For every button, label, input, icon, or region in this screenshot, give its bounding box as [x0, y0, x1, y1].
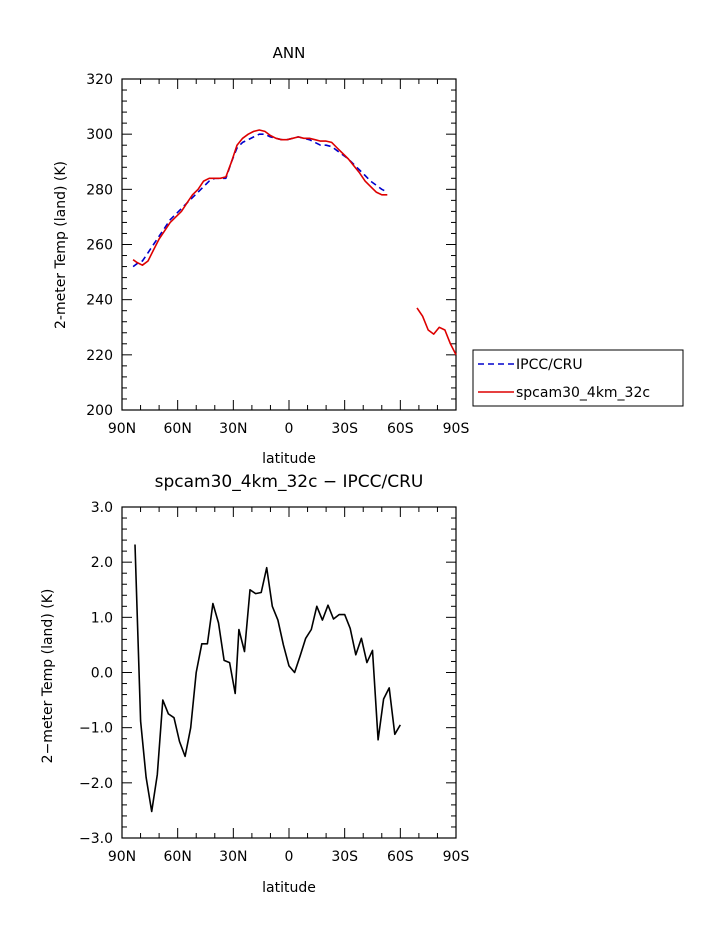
x-tick-label: 90S — [443, 849, 470, 865]
y-tick-label: 2.0 — [91, 555, 113, 571]
x-tick-label: 30N — [219, 421, 247, 437]
bottom-x-axis-label: latitude — [262, 880, 316, 896]
bottom-axis-ticks: 90N 60N 30N 0 30S 60S 90S −3.0 −2.0 −1.0 0.0 1.0 2.0… — [79, 500, 469, 865]
x-tick-label: 90S — [443, 421, 470, 437]
y-tick-label: 280 — [86, 182, 113, 198]
top-series-lines — [132, 129, 457, 356]
top-chart-title: ANN — [273, 44, 306, 62]
y-tick-label: 260 — [86, 238, 113, 254]
x-tick-label: 90N — [108, 421, 136, 437]
x-tick-label: 60S — [387, 421, 414, 437]
bottom-y-axis-label: 2−meter Temp (land) (K) — [40, 589, 56, 764]
series-line-spcam30-4km-32c — [132, 129, 388, 267]
series-line-spcam30-4km-32c — [416, 307, 457, 356]
y-tick-label: −1.0 — [79, 721, 113, 737]
x-tick-label: 60S — [387, 849, 414, 865]
y-tick-label: −3.0 — [79, 831, 113, 847]
top-y-axis-label: 2-meter Temp (land) (K) — [53, 161, 69, 329]
top-x-axis-label: latitude — [262, 451, 316, 467]
x-tick-label: 60N — [164, 421, 192, 437]
y-tick-label: 3.0 — [91, 500, 113, 516]
bottom-panel: spcam30_4km_32c − IPCC/CRU 2−meter Temp … — [40, 472, 469, 896]
y-tick-label: 0.0 — [91, 666, 113, 682]
x-tick-label: 0 — [285, 849, 294, 865]
legend: IPCC/CRU spcam30_4km_32c — [472, 349, 684, 407]
y-tick-label: 220 — [86, 348, 113, 364]
y-tick-label: 200 — [86, 403, 113, 419]
bottom-chart-title: spcam30_4km_32c − IPCC/CRU — [155, 472, 424, 492]
top-panel: ANN 2-meter Temp (land) (K) latitude 90N… — [53, 44, 469, 467]
x-tick-label: 30S — [331, 849, 358, 865]
y-tick-label: 1.0 — [91, 610, 113, 626]
top-plot-frame — [121, 78, 457, 411]
bottom-plot-frame — [121, 506, 457, 839]
y-tick-label: 300 — [86, 127, 113, 143]
top-axis-ticks: 90N 60N 30N 0 30S 60S 90S 200 220 240 260 280 300 320 — [86, 72, 469, 437]
y-tick-label: −2.0 — [79, 776, 113, 792]
x-tick-label: 0 — [285, 421, 294, 437]
y-tick-label: 240 — [86, 293, 113, 309]
x-tick-label: 60N — [164, 849, 192, 865]
legend-label-ipcc-cru: IPCC/CRU — [516, 357, 583, 373]
x-tick-label: 30S — [331, 421, 358, 437]
series-line-ipcc-cru — [132, 133, 388, 268]
x-tick-label: 90N — [108, 849, 136, 865]
y-tick-label: 320 — [86, 72, 113, 88]
bottom-series-lines — [134, 544, 401, 813]
x-tick-label: 30N — [219, 849, 247, 865]
legend-box — [472, 349, 684, 407]
series-line-difference — [134, 544, 401, 813]
legend-label-spcam30: spcam30_4km_32c — [516, 385, 650, 401]
